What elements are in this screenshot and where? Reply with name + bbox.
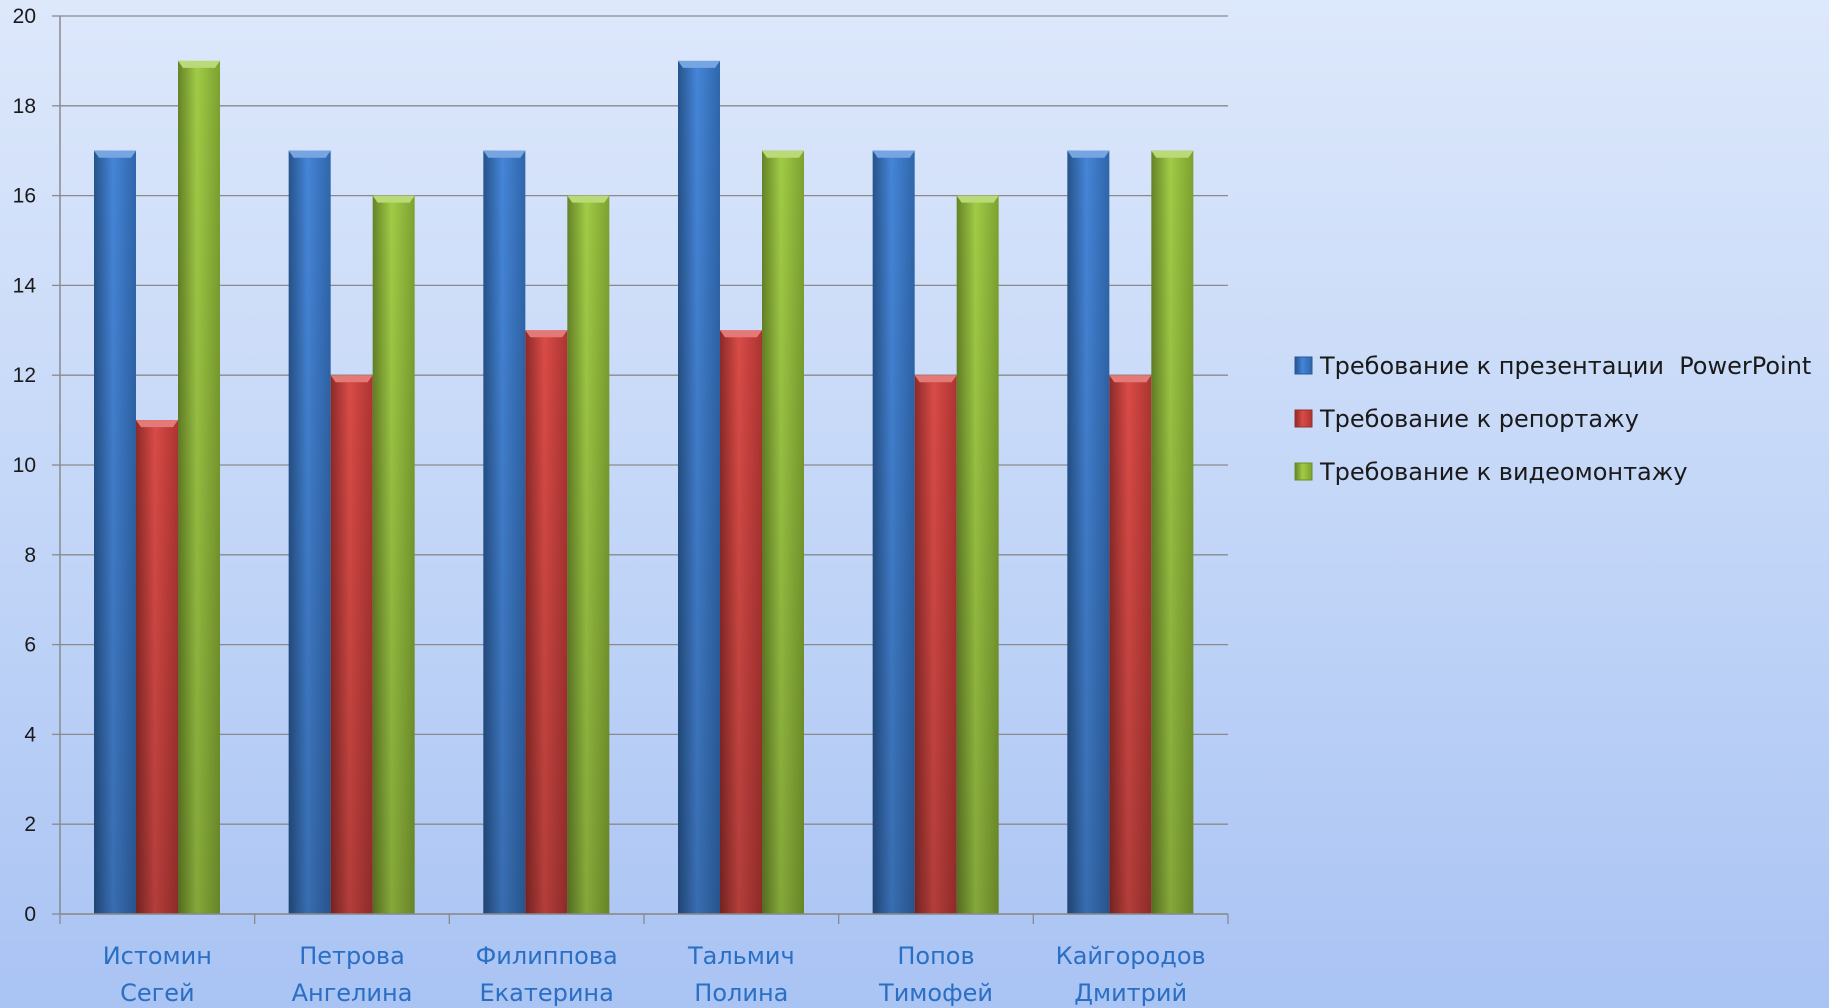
- y-tick-label: 4: [24, 723, 36, 746]
- legend-label: Требование к репортажу: [1319, 405, 1639, 433]
- x-category-label: Петрова: [299, 942, 405, 970]
- bar-cap: [525, 330, 568, 338]
- bar-cap: [914, 375, 957, 383]
- y-tick-label: 0: [24, 903, 36, 926]
- legend-label: Требование к презентации PowerPoint: [1319, 352, 1811, 380]
- bar-cap: [1067, 150, 1110, 158]
- y-tick-label: 20: [13, 5, 36, 28]
- axes: 0 2 4 6 8 10 12 14 16 18 20 Истомин Сегей Петрова Анге…: [13, 5, 1229, 1007]
- y-tick-label: 8: [24, 544, 36, 567]
- x-category-label: Попов: [897, 942, 974, 970]
- bar-shading: [762, 150, 804, 914]
- x-category-label: Дмитрий: [1074, 979, 1187, 1007]
- bar-cap: [567, 195, 610, 203]
- x-category-label: Ангелина: [292, 979, 413, 1007]
- bar-shading: [330, 375, 373, 914]
- bar-shading: [372, 195, 415, 915]
- bar-cap: [1109, 375, 1152, 383]
- bar-cap: [720, 330, 762, 338]
- y-tick-label: 18: [13, 95, 36, 118]
- y-tick-label: 16: [13, 185, 36, 208]
- gridlines: [60, 15, 1228, 915]
- legend-swatch: [1294, 462, 1313, 481]
- bar-cap: [872, 150, 915, 158]
- bar-shading: [678, 60, 720, 914]
- y-tick-label: 10: [13, 454, 36, 477]
- bar-cap: [1151, 150, 1194, 158]
- bar-cap: [372, 195, 415, 203]
- x-category-label: Тальмич: [687, 942, 795, 970]
- bar-shading: [525, 330, 568, 914]
- bar-cap: [178, 60, 220, 68]
- bar-cap: [330, 375, 373, 383]
- x-category-label: Сегей: [120, 979, 195, 1007]
- y-tick-label: 6: [24, 634, 36, 657]
- bar-cap: [136, 420, 178, 428]
- legend: Требование к презентации PowerPoint Требо…: [1294, 352, 1811, 486]
- bar-cap: [956, 195, 999, 203]
- bar-shading: [720, 330, 762, 914]
- bar-cap: [762, 150, 804, 158]
- bar-shading: [1151, 150, 1194, 914]
- legend-label: Требование к видеомонтажу: [1319, 458, 1688, 486]
- bar-shading: [956, 195, 999, 915]
- bar-shading: [288, 150, 331, 914]
- x-category-label: Кайгородов: [1056, 942, 1206, 970]
- legend-swatch: [1294, 356, 1313, 375]
- bar-shading: [872, 150, 915, 914]
- x-category-label: Полина: [694, 979, 788, 1007]
- x-category-label: Тимофей: [878, 979, 993, 1007]
- bar-cap: [94, 150, 136, 158]
- bar-shading: [567, 195, 610, 915]
- bar-shading: [914, 375, 957, 914]
- x-category-label: Екатерина: [479, 979, 613, 1007]
- bars: [94, 60, 1194, 915]
- y-tick-label: 12: [13, 364, 36, 387]
- bar-shading: [1067, 150, 1110, 914]
- bar-cap: [483, 150, 526, 158]
- bar-shading: [483, 150, 526, 914]
- x-category-label: Филиппова: [476, 942, 618, 970]
- bar-cap: [678, 60, 720, 68]
- bar-shading: [178, 60, 220, 914]
- bar-shading: [1109, 375, 1152, 914]
- y-tick-label: 14: [13, 274, 37, 297]
- bar-cap: [288, 150, 331, 158]
- y-tick-label: 2: [24, 813, 36, 836]
- legend-swatch: [1294, 409, 1313, 428]
- bar-shading: [94, 150, 136, 914]
- x-category-label: Истомин: [103, 942, 212, 970]
- bar-shading: [136, 420, 178, 914]
